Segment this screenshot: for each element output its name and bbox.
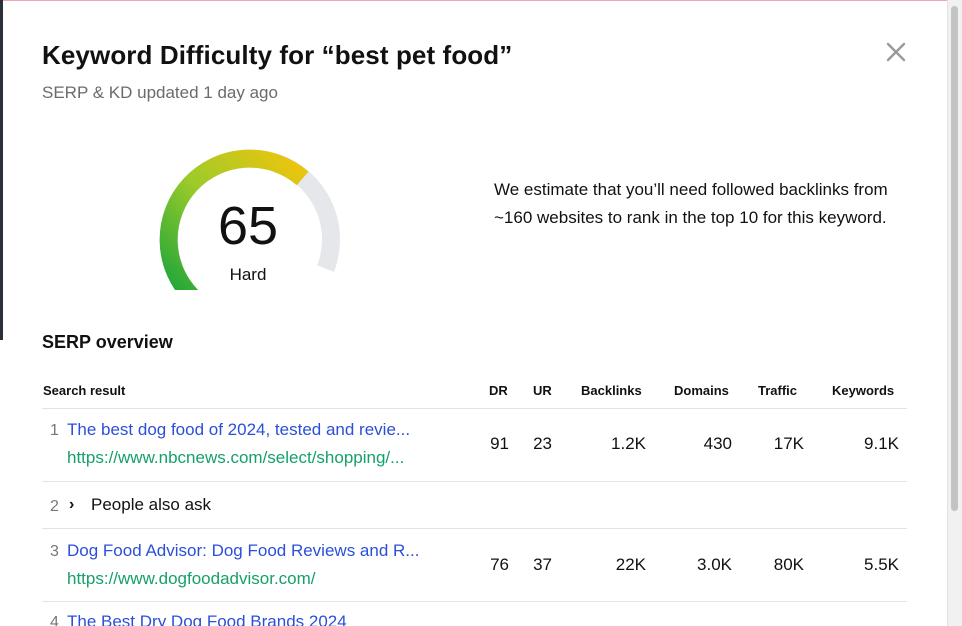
cell-keywords[interactable]: 9.1K: [864, 434, 899, 453]
col-dr[interactable]: DR: [489, 383, 508, 398]
cell-traffic: 17K: [773, 434, 804, 453]
col-search-result[interactable]: Search result: [43, 383, 126, 398]
window-top-border: [0, 0, 962, 1]
backlinks-estimate: We estimate that you’ll need followed ba…: [494, 180, 888, 227]
result-title-link[interactable]: The best dog food of 2024, tested and re…: [67, 420, 411, 439]
cell-backlinks[interactable]: 1.2K: [611, 434, 646, 453]
updated-status: SERP & KD updated 1 day ago: [42, 83, 278, 102]
cell-backlinks[interactable]: 22K: [615, 555, 646, 574]
close-icon: [886, 42, 906, 62]
gauge-fill: [159, 149, 309, 290]
dialog-title: Keyword Difficulty for “best pet food”: [42, 40, 513, 70]
result-url-link[interactable]: https://www.dogfoodadvisor.com/: [67, 569, 316, 588]
row-rank: 4: [50, 614, 59, 626]
col-domains[interactable]: Domains: [674, 383, 729, 398]
chevron-right-icon[interactable]: ›: [69, 496, 75, 513]
serp-overview-heading: SERP overview: [42, 332, 173, 352]
col-ur[interactable]: UR: [533, 383, 552, 398]
background-page-edge: [0, 0, 3, 340]
row-rank: 1: [50, 422, 59, 439]
table-row: 4 The Best Dry Dog Food Brands 2024: [42, 602, 907, 626]
table-row-people-also-ask[interactable]: 2 › People also ask: [42, 482, 907, 529]
col-traffic[interactable]: Traffic: [758, 383, 798, 398]
cell-ur: 37: [533, 555, 552, 574]
table-row: 3 Dog Food Advisor: Dog Food Reviews and…: [42, 529, 907, 602]
result-url-link[interactable]: https://www.nbcnews.com/select/shopping/…: [67, 448, 405, 467]
difficulty-gauge: [159, 149, 340, 290]
table-row: 1 The best dog food of 2024, tested and …: [42, 408, 907, 482]
scrollbar[interactable]: [947, 0, 962, 626]
scrollbar-thumb[interactable]: [951, 6, 958, 511]
cell-dr: 76: [490, 555, 509, 574]
close-button[interactable]: [882, 38, 910, 66]
row-rank: 3: [50, 543, 59, 560]
cell-traffic: 80K: [773, 555, 804, 574]
col-backlinks[interactable]: Backlinks: [581, 383, 642, 398]
people-also-ask-label[interactable]: People also ask: [91, 495, 212, 514]
serp-table-header: Search result DR UR Backlinks Domains Tr…: [42, 380, 907, 409]
cell-domains[interactable]: 430: [703, 434, 732, 453]
result-title-link[interactable]: The Best Dry Dog Food Brands 2024: [67, 612, 347, 626]
col-keywords[interactable]: Keywords: [832, 383, 895, 398]
cell-dr: 91: [490, 434, 509, 453]
row-rank: 2: [50, 498, 59, 515]
result-title-link[interactable]: Dog Food Advisor: Dog Food Reviews and R…: [67, 541, 420, 560]
difficulty-label: Hard: [229, 265, 267, 284]
cell-domains[interactable]: 3.0K: [697, 555, 732, 574]
cell-keywords[interactable]: 5.5K: [864, 555, 899, 574]
cell-ur: 23: [533, 434, 552, 453]
difficulty-score: 65: [217, 196, 279, 256]
